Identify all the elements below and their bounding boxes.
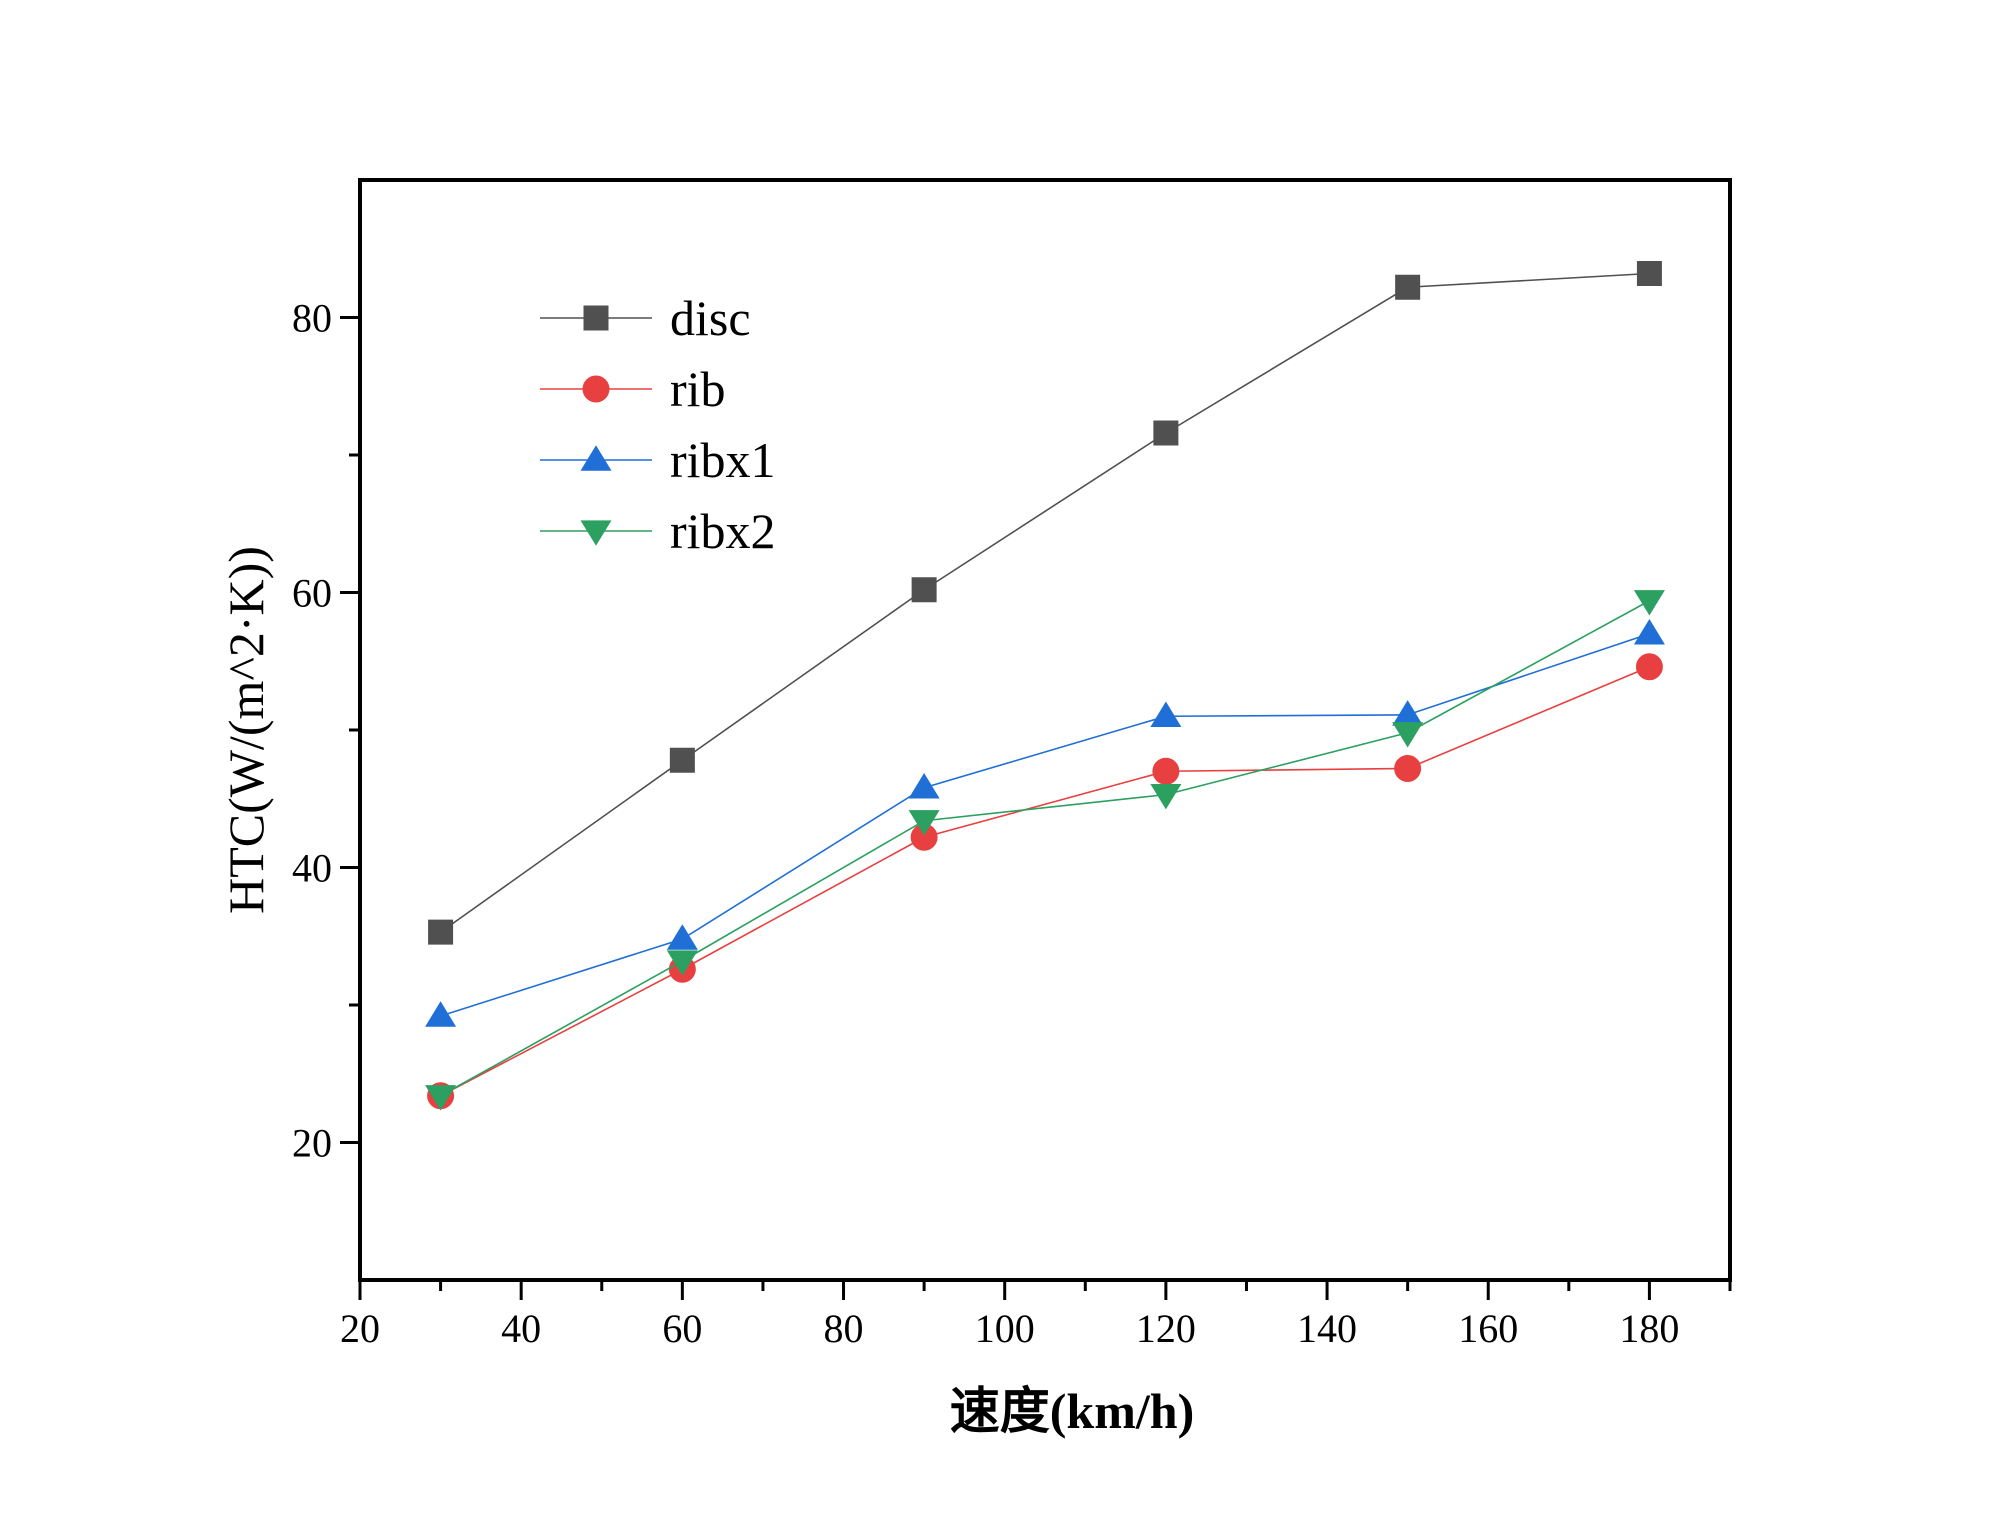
legend-label: ribx2 (670, 503, 776, 559)
plot-frame (358, 178, 1732, 1282)
series-ribx2 (425, 590, 1665, 1111)
series-rib (427, 653, 1663, 1110)
legend-marker (580, 445, 612, 471)
legend-marker (580, 520, 612, 546)
y-axis: 20 40 60 80 (292, 296, 360, 1166)
data-point-ribx2 (666, 950, 698, 976)
data-point-ribx2 (1392, 722, 1424, 748)
legend-marker (583, 305, 609, 331)
series-line-ribx1 (440, 632, 1650, 1017)
series-disc (428, 261, 1662, 945)
series-line-rib (440, 666, 1650, 1097)
legend-item-disc: disc (540, 290, 751, 346)
x-tick-label: 100 (975, 1306, 1035, 1351)
data-point-rib (910, 823, 938, 851)
series-ribx1 (425, 619, 1665, 1027)
x-axis-title: 速度(km/h) (950, 1383, 1194, 1439)
x-tick-label: 80 (824, 1306, 864, 1351)
data-point-ribx2 (425, 1085, 457, 1111)
data-point-ribx1 (1633, 619, 1665, 645)
x-tick-label: 40 (501, 1306, 541, 1351)
data-point-rib (1152, 757, 1180, 785)
data-point-disc (911, 577, 937, 603)
data-point-ribx2 (1150, 783, 1182, 810)
y-tick-label: 60 (292, 571, 332, 616)
data-point-disc (669, 747, 695, 773)
x-axis: 20 40 60 80 100 120 140 160 180 (340, 1280, 1732, 1351)
legend-item-ribx1: ribx1 (540, 432, 776, 488)
x-tick-label: 180 (1619, 1306, 1679, 1351)
data-point-rib (1635, 653, 1663, 681)
data-point-disc (428, 919, 454, 945)
legend-label: rib (670, 361, 726, 417)
data-point-disc (1636, 261, 1662, 286)
legend-item-rib: rib (540, 361, 726, 417)
x-tick-label: 160 (1458, 1306, 1518, 1351)
x-tick-label: 20 (340, 1306, 380, 1351)
series-line-disc (440, 272, 1650, 933)
legend-item-ribx2: ribx2 (540, 503, 776, 559)
y-tick-label: 80 (292, 296, 332, 341)
data-point-ribx1 (425, 1001, 457, 1027)
series-line-ribx2 (440, 600, 1650, 1097)
data-point-ribx1 (1392, 700, 1424, 726)
x-tick-label: 140 (1297, 1306, 1357, 1351)
legend-label: disc (670, 290, 751, 346)
legend: disc rib ribx1 ribx2 (540, 290, 776, 559)
data-point-disc (1395, 274, 1421, 300)
x-tick-label: 120 (1136, 1306, 1196, 1351)
data-point-ribx2 (1633, 590, 1665, 616)
y-tick-label: 40 (292, 846, 332, 891)
x-tick-label: 60 (662, 1306, 702, 1351)
data-point-rib (1394, 755, 1422, 782)
data-point-ribx1 (1150, 701, 1182, 727)
legend-label: ribx1 (670, 432, 776, 488)
data-point-ribx1 (908, 773, 940, 799)
series-layer (425, 261, 1665, 1111)
y-axis-title: HTC(W/(m^2·K)) (218, 546, 274, 914)
data-point-ribx2 (908, 810, 940, 836)
y-tick-label: 20 (292, 1121, 332, 1166)
data-point-disc (1153, 420, 1179, 446)
data-point-ribx1 (666, 924, 698, 950)
legend-marker (582, 375, 610, 403)
